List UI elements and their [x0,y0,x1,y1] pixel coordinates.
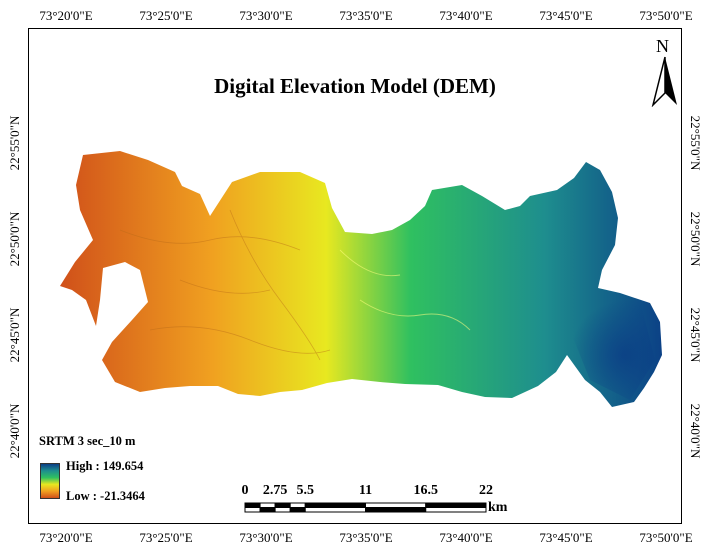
coord-top-label: 73°25'0"E [139,8,193,23]
drainage-lines [119,209,331,361]
legend-title: SRTM 3 sec_10 m [39,434,136,448]
coord-bottom-label: 73°40'0"E [439,530,493,545]
coord-bottom-label: 73°45'0"E [539,530,593,545]
study-area-polygon [60,151,662,407]
coord-top-label: 73°30'0"E [239,8,293,23]
coord-top-label: 73°45'0"E [539,8,593,23]
scalebar-tick-label: 22 [479,483,493,498]
north-label: N [656,36,669,56]
coord-bottom-label: 73°20'0"E [39,530,93,545]
north-arrow-icon [651,56,677,107]
legend-low-label: Low : -21.3464 [66,489,145,503]
scalebar-unit: km [488,500,508,515]
map-title: Digital Elevation Model (DEM) [214,74,496,98]
coord-top-label: 73°20'0"E [39,8,93,23]
legend-high-label: High : 149.654 [66,459,144,473]
coord-top-label: 73°50'0"E [639,8,693,23]
coord-top-label: 73°35'0"E [339,8,393,23]
coord-bottom-label: 73°50'0"E [639,530,693,545]
coord-bottom-label: 73°25'0"E [139,530,193,545]
scalebar-tick-label: 2.75 [262,483,288,498]
coord-bottom-label: 73°30'0"E [239,530,293,545]
scalebar-tick-label: 11 [358,483,373,498]
scalebar-tick-label: 0 [241,483,249,498]
scalebar-tick-label: 16.5 [413,483,439,498]
coord-bottom-label: 73°35'0"E [339,530,393,545]
scalebar-tick-label: 5.5 [296,483,315,498]
high-elevation-zone [560,190,655,400]
legend-color-ramp [40,463,60,499]
coord-top-label: 73°40'0"E [439,8,493,23]
map-frame [28,28,682,524]
